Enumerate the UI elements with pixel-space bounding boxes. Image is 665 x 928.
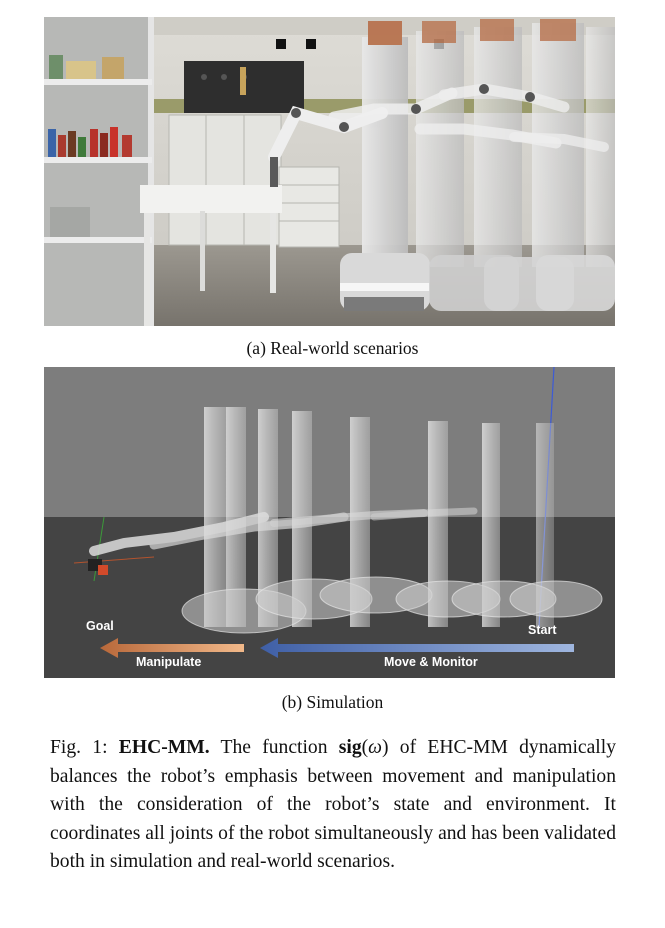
real-world-photo: [44, 17, 615, 326]
goal-label: Goal: [86, 619, 114, 633]
caption-func-var: ω: [368, 737, 383, 758]
subcaption-real-world: (a) Real-world scenarios: [246, 338, 419, 358]
caption-text-1: The function: [209, 737, 339, 758]
caption-func-name: sig: [338, 737, 362, 758]
caption-func-close: ): [382, 737, 389, 758]
caption-func-open: (: [361, 737, 369, 758]
manipulate-label: Manipulate: [136, 655, 202, 669]
caption-text-2: of EHC-MM dynamically balances the robot…: [50, 737, 616, 873]
start-label: Start: [528, 623, 557, 637]
simulation-render: Goal Start Manipulate Move & Monitor: [44, 367, 615, 678]
subcaption-simulation: (b) Simulation: [281, 692, 384, 712]
caption-prefix: Fig. 1:: [50, 737, 119, 758]
move-monitor-label: Move & Monitor: [384, 655, 478, 669]
figure-caption: Fig. 1: EHC-MM. The function sig(ω) of E…: [50, 734, 616, 877]
caption-title: EHC-MM.: [118, 737, 210, 758]
